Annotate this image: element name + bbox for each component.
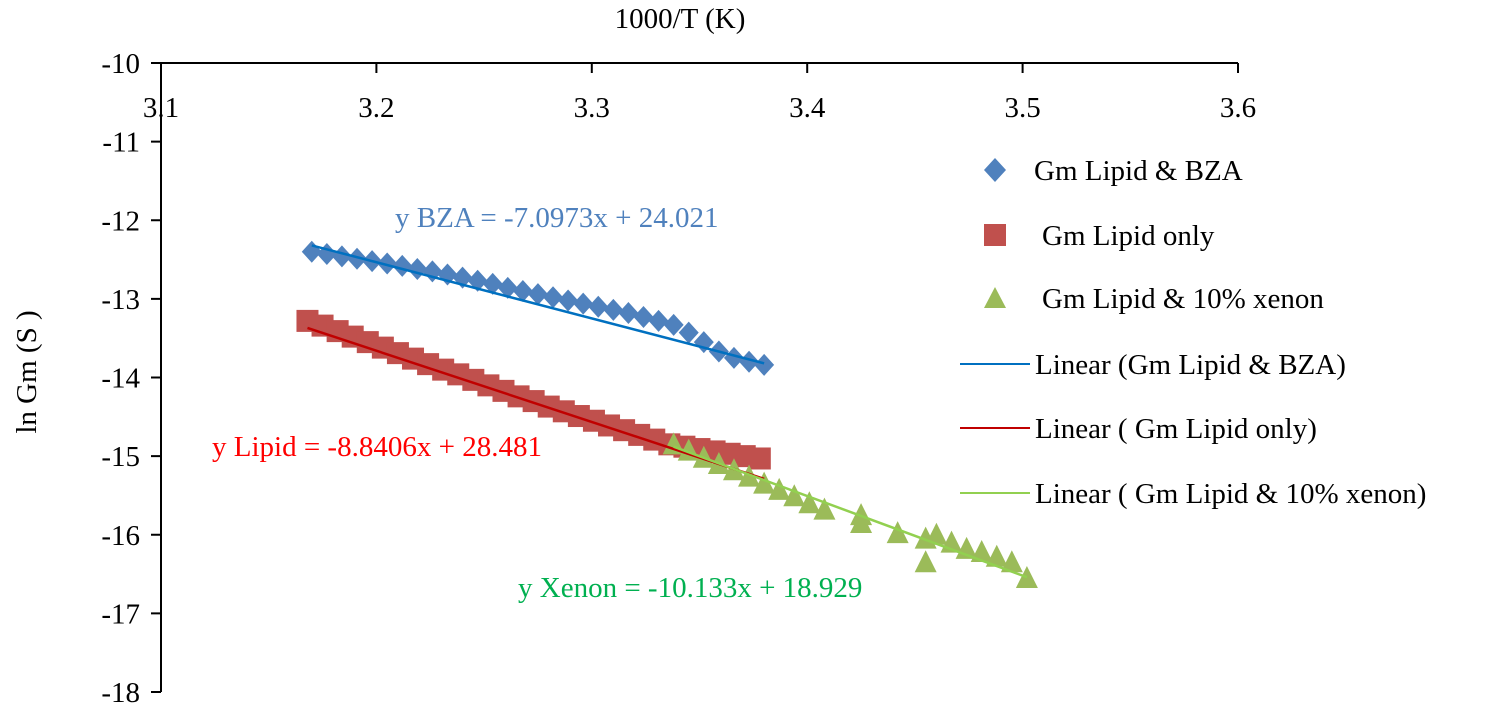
- x-tick-label: 3.2: [358, 92, 394, 124]
- data-point-xenon: [1000, 550, 1023, 573]
- trendline-bza: [311, 244, 765, 365]
- legend-label-linear-bza: Linear (Gm Lipid & BZA): [1035, 349, 1346, 381]
- data-point-bza: [648, 309, 669, 332]
- data-point-xenon: [970, 540, 993, 563]
- legend-item-xenon: Gm Lipid & 10% xenon: [984, 283, 1324, 315]
- equation-xenon: y Xenon = -10.133x + 18.929: [518, 572, 862, 604]
- legend-label-bza: Gm Lipid & BZA: [1034, 155, 1243, 187]
- data-point-xenon: [783, 484, 806, 507]
- data-point-bza: [527, 283, 548, 306]
- legend-item-bza: Gm Lipid & BZA: [984, 155, 1243, 187]
- equation-bza: y BZA = -7.0973x + 24.021: [395, 202, 719, 234]
- x-axis-title: 1000/T (K): [615, 3, 746, 35]
- data-point-bza: [588, 295, 609, 318]
- data-point-bza: [392, 254, 413, 277]
- trendline-xenon: [673, 445, 1028, 579]
- legend-diamond-marker: [984, 158, 1006, 182]
- data-point-bza: [331, 245, 352, 268]
- data-point-bza: [422, 260, 443, 283]
- y-tick-label: -10: [101, 48, 140, 80]
- data-point-bza: [347, 247, 368, 270]
- data-point-bza: [693, 331, 714, 354]
- y-tick-label: -18: [101, 677, 140, 705]
- data-point-bza: [543, 286, 564, 309]
- legend-item-lipid: Gm Lipid only: [984, 220, 1215, 252]
- y-tick-label: -17: [101, 598, 140, 630]
- trendline-lipid: [307, 326, 765, 481]
- data-point-xenon: [768, 477, 791, 500]
- data-points: [296, 240, 1038, 588]
- data-point-bza: [723, 346, 744, 369]
- legend-item-linear-lipid: Linear ( Gm Lipid only): [960, 413, 1317, 445]
- data-point-xenon: [813, 497, 836, 520]
- data-point-bza: [301, 240, 322, 263]
- data-point-bza: [739, 350, 760, 373]
- data-point-bza: [377, 252, 398, 275]
- y-tick-label: -15: [101, 441, 140, 473]
- x-tick-label: 3.4: [789, 92, 826, 124]
- data-point-bza: [754, 353, 775, 376]
- legend-label-linear-xenon: Linear ( Gm Lipid & 10% xenon): [1035, 478, 1426, 510]
- data-point-xenon: [914, 550, 937, 573]
- equation-lipid: y Lipid = -8.8406x + 28.481: [212, 431, 542, 463]
- y-tick-label: -16: [101, 520, 140, 552]
- trendlines: [307, 244, 1028, 579]
- legend-item-linear-bza: Linear (Gm Lipid & BZA): [960, 349, 1346, 381]
- y-tick-label: -11: [102, 127, 140, 159]
- legend-item-linear-xenon: Linear ( Gm Lipid & 10% xenon): [960, 478, 1426, 510]
- y-axis-title: ln Gm (S ): [11, 310, 43, 433]
- data-point-bza: [573, 292, 594, 315]
- data-point-xenon: [925, 522, 948, 545]
- y-tick-label: -12: [101, 205, 140, 237]
- data-point-bza: [678, 321, 699, 344]
- legend-triangle-marker: [984, 287, 1006, 308]
- data-point-bza: [663, 313, 684, 336]
- legend-label-linear-lipid: Linear ( Gm Lipid only): [1035, 413, 1317, 445]
- data-point-bza: [497, 276, 518, 299]
- x-tick-label: 3.3: [574, 92, 610, 124]
- legend-label-lipid: Gm Lipid only: [1042, 220, 1215, 252]
- data-point-xenon: [886, 521, 909, 544]
- data-point-xenon: [985, 544, 1008, 567]
- data-point-bza: [558, 289, 579, 312]
- data-point-bza: [633, 305, 654, 328]
- y-tick-label: -14: [101, 363, 140, 395]
- data-point-bza: [482, 272, 503, 295]
- data-point-xenon: [753, 471, 776, 494]
- data-point-bza: [512, 280, 533, 303]
- y-tick-label: -13: [101, 284, 140, 316]
- data-point-lipid: [748, 447, 771, 470]
- x-tick-label: 3.1: [143, 92, 179, 124]
- tick-marks: 3.1 3.2 3.3 3.4 3.5 3.6 -10 -11 -12 -13 -14 -15 -16 -…: [101, 48, 1256, 705]
- legend-square-marker: [984, 224, 1006, 246]
- data-point-xenon: [798, 491, 821, 514]
- data-point-bza: [603, 298, 624, 321]
- x-tick-label: 3.6: [1220, 92, 1256, 124]
- legend-label-xenon: Gm Lipid & 10% xenon: [1042, 283, 1324, 315]
- x-tick-label: 3.5: [1004, 92, 1040, 124]
- data-point-bza: [407, 257, 428, 280]
- legend: Gm Lipid & BZA Gm Lipid only Gm Lipid & …: [960, 155, 1426, 510]
- data-point-bza: [618, 302, 639, 325]
- data-point-xenon: [850, 510, 873, 533]
